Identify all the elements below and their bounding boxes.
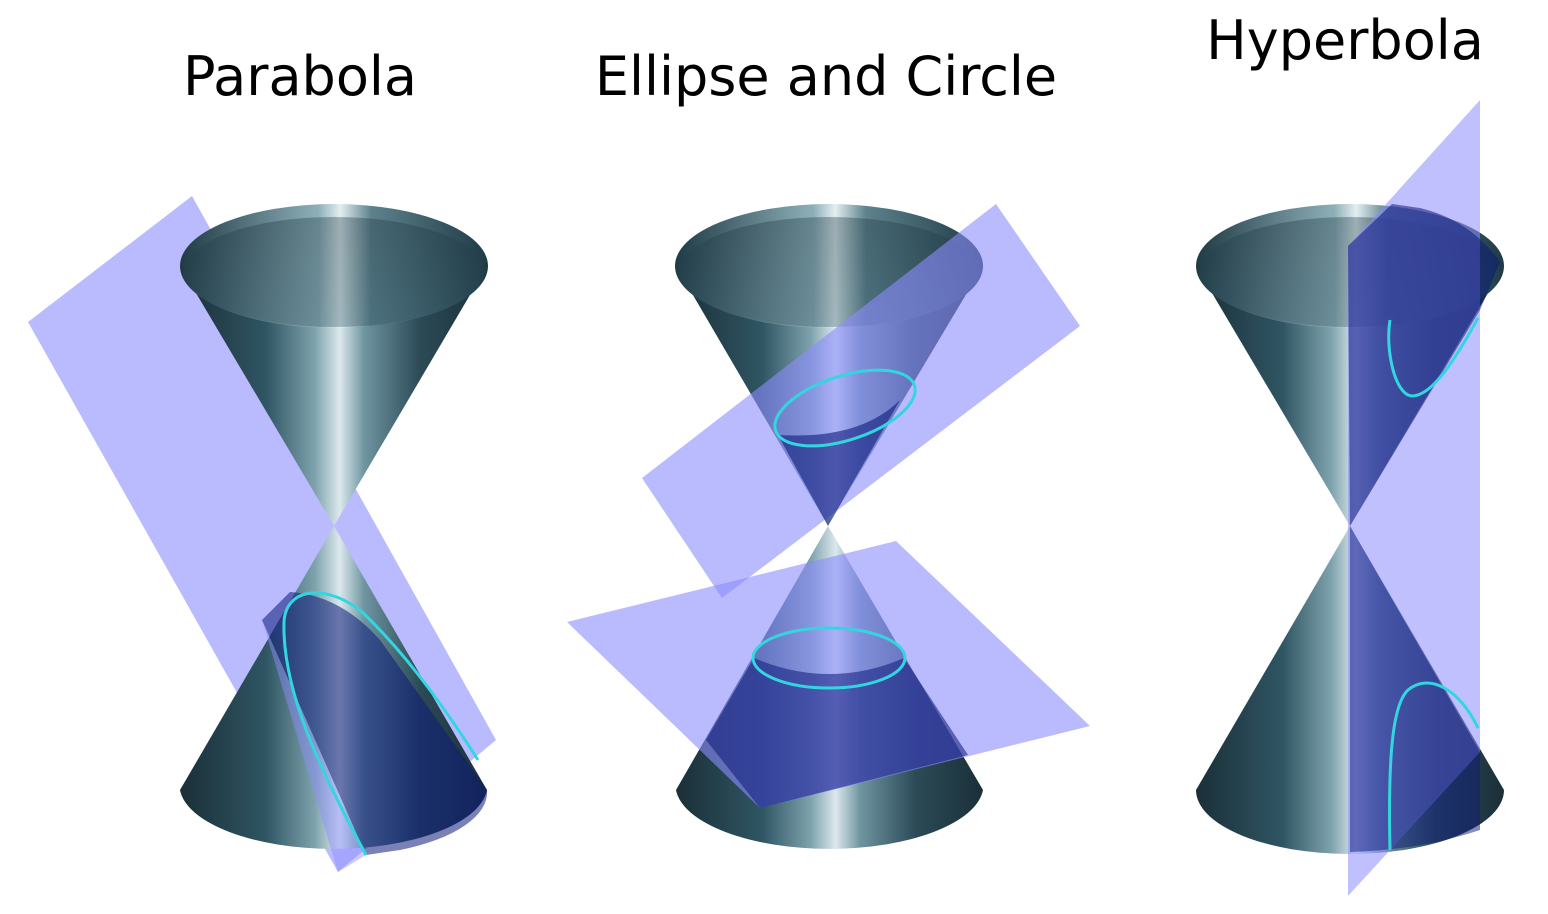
hyperbola-panel — [1196, 100, 1504, 896]
circle-curve — [751, 626, 907, 690]
ellipse-curve — [773, 368, 917, 448]
parabola-curve — [282, 591, 480, 856]
hyperbola-upper-branch — [1387, 317, 1480, 398]
parabola-panel — [28, 196, 496, 872]
parabola-plane-overlap — [262, 592, 488, 855]
ellipse-circle-title: Ellipse and Circle — [594, 45, 1058, 108]
hyperbola-lower-branch — [1388, 681, 1480, 851]
ellipse-panel — [567, 204, 1090, 849]
parabola-upper-cone — [180, 204, 488, 526]
ellipse-cutting-plane — [642, 204, 1080, 598]
hyperbola-title: Hyperbola — [1206, 9, 1484, 72]
parabola-title: Parabola — [183, 45, 417, 108]
